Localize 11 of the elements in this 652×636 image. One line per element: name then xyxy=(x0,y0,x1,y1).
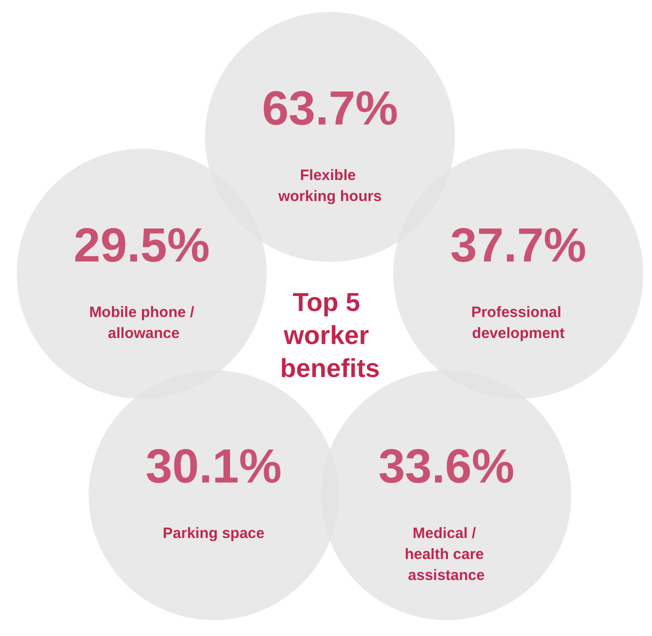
category-label: Mobile phone / allowance xyxy=(89,304,196,342)
data-label: 63.7% xyxy=(262,82,398,136)
text: Top 5 worker benefits xyxy=(280,287,380,383)
category-label: Medical / health care assistance xyxy=(404,525,488,584)
data-label: 30.1% xyxy=(146,440,282,494)
data-label: 37.7% xyxy=(450,219,586,272)
data-label: 33.6% xyxy=(378,440,514,494)
category-label: Parking space xyxy=(162,525,264,542)
category-label: Professional development xyxy=(471,304,566,342)
category-label: Flexible working hours xyxy=(277,167,382,205)
data-label: 29.5% xyxy=(74,219,210,272)
